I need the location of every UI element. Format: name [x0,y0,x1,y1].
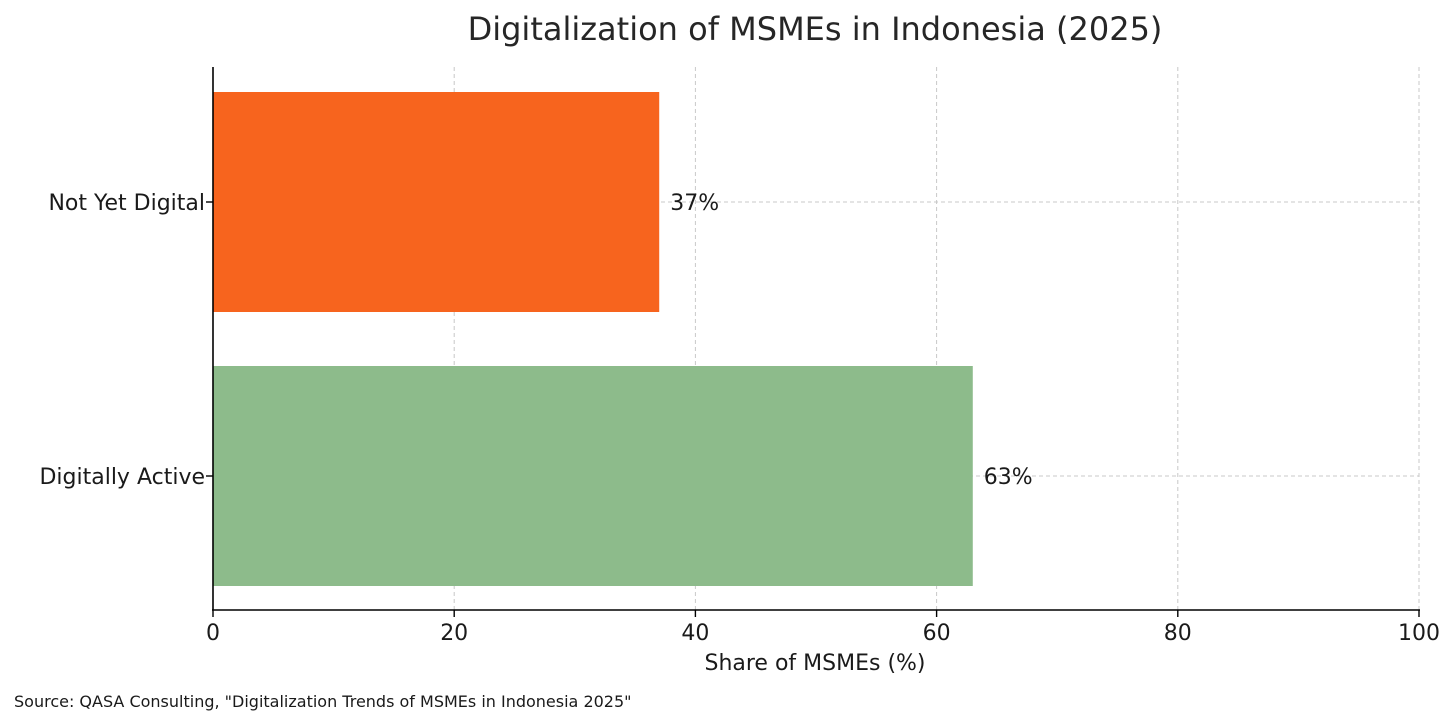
x-ticks: 0 20 40 60 80 100 [206,610,1440,646]
y-tick-label: Digitally Active [39,465,205,490]
x-tick-label: 100 [1398,621,1440,646]
x-tick-label: 0 [206,621,220,646]
x-axis-label: Share of MSMEs (%) [704,651,925,676]
data-label: 63% [984,465,1033,490]
chart-title: Digitalization of MSMEs in Indonesia (20… [468,10,1163,48]
x-tick-label: 20 [440,621,468,646]
y-ticks: Not Yet Digital Digitally Active [39,191,213,490]
bars: 37% 63% [213,92,1033,586]
bar-not-yet-digital [213,92,660,312]
bar-digitally-active [213,366,973,586]
source-note: Source: QASA Consulting, "Digitalization… [14,692,632,711]
x-tick-label: 40 [681,621,709,646]
data-label: 37% [670,191,719,216]
y-tick-label: Not Yet Digital [48,191,205,216]
x-tick-label: 60 [923,621,951,646]
x-tick-label: 80 [1164,621,1192,646]
